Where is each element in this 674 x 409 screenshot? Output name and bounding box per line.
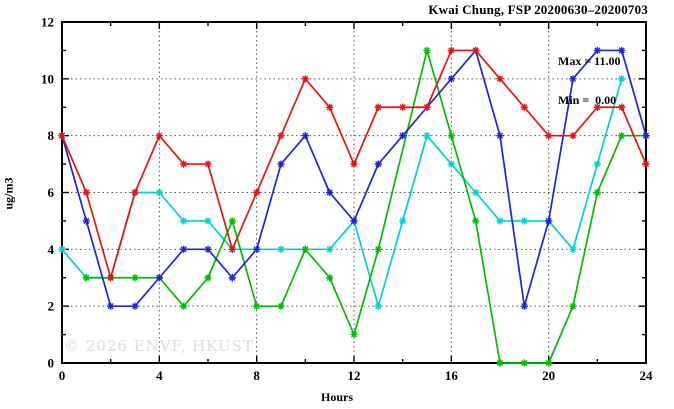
x-axis-title: Hours — [320, 390, 353, 404]
y-axis-title: ug/m3 — [1, 177, 16, 210]
x-tick-label: 20 — [542, 368, 555, 383]
plot-border — [61, 21, 647, 364]
y-tick-label: 6 — [48, 185, 55, 200]
y-tick-label: 8 — [48, 128, 55, 143]
y-tick-label: 12 — [41, 15, 54, 30]
x-tick-label: 24 — [640, 368, 654, 383]
x-tick-label: 16 — [445, 368, 459, 383]
watermark: © 2026 ENVF, HKUST — [64, 337, 254, 355]
y-tick-label: 0 — [48, 356, 55, 371]
series-green-markers — [82, 46, 650, 367]
x-tick-label: 8 — [253, 368, 260, 383]
max-value-label: Max = 11.00 — [558, 54, 621, 68]
y-tick-label: 2 — [48, 299, 55, 314]
y-tick-label: 4 — [48, 242, 55, 257]
x-tick-label: 12 — [348, 368, 361, 383]
y-tick-label: 10 — [41, 71, 54, 86]
chart-title: Kwai Chung, FSP 20200630–20200703 — [428, 2, 648, 17]
x-tick-label: 4 — [156, 368, 163, 383]
x-tick-label: 0 — [59, 368, 66, 383]
series-red-markers — [58, 46, 650, 282]
series-cyan-line — [61, 78, 623, 308]
maxmin-annotation: Max = 11.00 Min = 0.00 — [558, 29, 621, 133]
min-value-label: Min = 0.00 — [558, 93, 617, 107]
